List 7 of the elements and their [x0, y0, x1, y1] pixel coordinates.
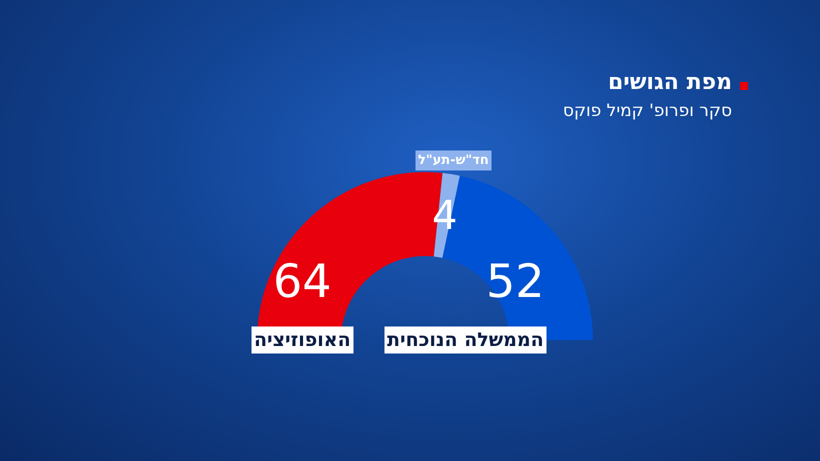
data-label: 64 — [273, 254, 332, 308]
text: סקר ופרופ' קמיל פוקס — [562, 101, 732, 121]
data-label: 52 — [486, 254, 545, 308]
text: מפת הגושים — [606, 70, 732, 95]
slice-label: הממשלה הנוכחית — [387, 329, 544, 351]
slice-label: חד"ש-תע"ל — [418, 153, 489, 168]
slice-label: האופוזיציה — [254, 329, 351, 351]
